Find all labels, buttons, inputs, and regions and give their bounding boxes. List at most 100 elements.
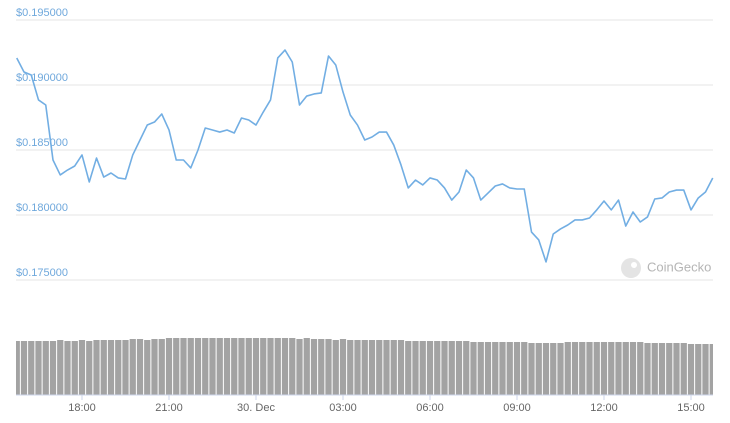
volume-bar (477, 342, 484, 395)
x-tick-label: 09:00 (503, 402, 531, 414)
volume-bar (542, 343, 550, 395)
volume-bar (644, 343, 651, 395)
volume-bar (426, 341, 434, 395)
volume-bar (144, 340, 151, 395)
y-tick-label: $0.180000 (16, 202, 68, 214)
volume-bar (122, 340, 129, 395)
volume-bar (499, 342, 506, 395)
volume-bar (637, 342, 644, 395)
volume-bar (622, 342, 629, 395)
volume-bar (651, 343, 658, 395)
volume-bar (506, 342, 513, 395)
volume-bar (42, 341, 49, 395)
volume-bar (129, 339, 136, 395)
volume-bar (209, 338, 216, 395)
volume-bar (463, 341, 470, 395)
volume-bar (20, 341, 28, 395)
volume-bar (557, 343, 564, 395)
volume-bar (332, 340, 339, 395)
volume-bar (608, 342, 615, 395)
volume-bar (180, 338, 187, 395)
volume-bar (397, 340, 405, 395)
volume-bar (115, 340, 122, 395)
volume-bar (57, 340, 64, 395)
volume-bar (49, 341, 57, 395)
volume-bar (521, 342, 528, 395)
volume-bar (231, 338, 238, 395)
volume-bar (361, 340, 368, 395)
volume-bar (28, 341, 35, 395)
x-tick-label: 12:00 (590, 402, 618, 414)
volume-bar (100, 340, 107, 395)
volume-bar (405, 341, 412, 395)
volume-bar (187, 338, 194, 395)
volume-bar (658, 343, 666, 395)
y-tick-label: $0.185000 (16, 137, 68, 149)
volume-bar (339, 339, 347, 395)
y-tick-label: $0.195000 (16, 7, 68, 19)
volume-bar (216, 338, 223, 395)
watermark-logo (621, 258, 641, 278)
y-tick-label: $0.190000 (16, 72, 68, 84)
y-tick-label: $0.175000 (16, 267, 68, 279)
volume-bar (695, 344, 702, 395)
volume-bar (281, 338, 289, 395)
volume-bar (600, 342, 608, 395)
volume-bar (492, 342, 499, 395)
volume-bar (535, 343, 542, 395)
volume-bar (325, 339, 332, 395)
x-tick-label: 18:00 (68, 402, 96, 414)
volume-bar (354, 340, 361, 395)
volume-bar (165, 338, 173, 395)
volume-bar (16, 341, 20, 395)
volume-bar (709, 344, 713, 395)
volume-bar (318, 339, 325, 395)
volume-bar (629, 342, 637, 395)
x-tick-label: 30. Dec (237, 402, 275, 414)
volume-bar (412, 341, 419, 395)
volume-bar (383, 340, 390, 395)
volume-bar (107, 340, 115, 395)
volume-bar (223, 338, 231, 395)
volume-bar (673, 343, 680, 395)
volume-bar (274, 338, 281, 395)
volume-bar (64, 341, 71, 395)
volume-bar (564, 342, 571, 395)
volume-bar (484, 342, 492, 395)
volume-bar (151, 339, 158, 395)
volume-bar (615, 342, 622, 395)
volume-bar (593, 342, 600, 395)
volume-bar (173, 338, 180, 395)
volume-bar (666, 343, 673, 395)
volume-bar (513, 342, 521, 395)
volume-bar (35, 341, 42, 395)
volume-bar (571, 342, 579, 395)
watermark: CoinGecko (647, 259, 711, 274)
volume-bar (267, 338, 274, 395)
volume-bar (202, 338, 209, 395)
volume-bar (376, 340, 383, 395)
volume-bar (550, 343, 557, 395)
volume-bar (455, 341, 463, 395)
volume-bar (260, 338, 267, 395)
volume-bar (368, 340, 376, 395)
volume-bar (470, 342, 477, 395)
volume-bar (680, 343, 687, 395)
volume-bar (310, 339, 318, 395)
volume-bar (245, 338, 252, 395)
volume-bar (528, 343, 535, 395)
volume-bar (702, 344, 709, 395)
volume-bar (419, 341, 426, 395)
volume-bar (78, 340, 86, 395)
price-line (16, 49, 714, 263)
volume-bar (586, 342, 593, 395)
x-tick-label: 15:00 (677, 402, 705, 414)
x-tick-label: 03:00 (329, 402, 357, 414)
volume-bar (390, 340, 397, 395)
volume-bar (434, 341, 441, 395)
volume-bar (238, 338, 245, 395)
volume-bar (448, 341, 455, 395)
volume-bars (16, 338, 713, 395)
